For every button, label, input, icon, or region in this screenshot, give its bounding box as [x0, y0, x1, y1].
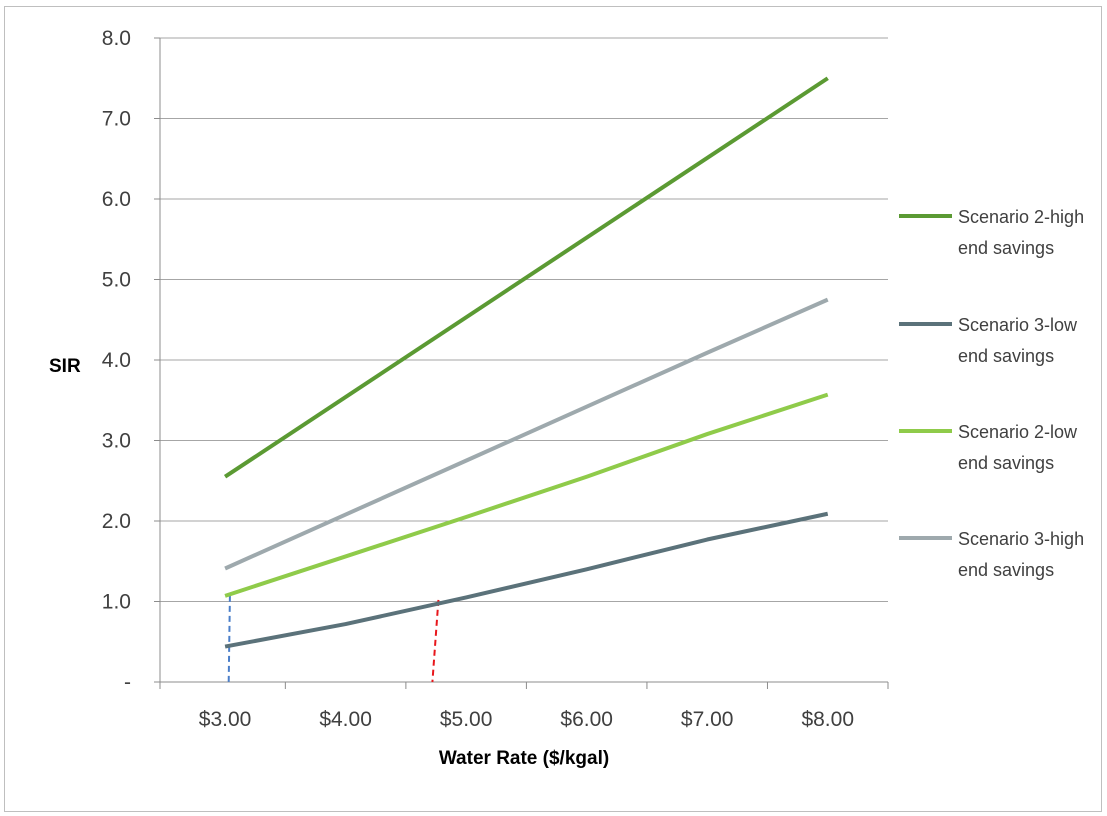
y-axis-title: SIR — [49, 356, 81, 377]
series-line — [223, 76, 829, 479]
x-tick-label: $5.00 — [440, 708, 493, 731]
chart-frame — [4, 6, 1102, 812]
legend-label: Scenario 3-high — [958, 529, 1084, 549]
y-tick-label: 5.0 — [102, 269, 131, 292]
y-tick-label: 7.0 — [102, 108, 131, 131]
y-tick-label: 1.0 — [102, 591, 131, 614]
y-tick-label: 4.0 — [102, 349, 131, 372]
reference-line — [431, 599, 440, 683]
x-tick-label: $3.00 — [199, 708, 252, 731]
legend-label: Scenario 2-low — [958, 422, 1078, 442]
x-axis-title: Water Rate ($/kgal) — [439, 748, 609, 769]
axes — [154, 37, 889, 689]
y-tick-label: 2.0 — [102, 510, 131, 533]
y-tick-label: 6.0 — [102, 188, 131, 211]
y-tick-labels: - 1.0 2.0 3.0 4.0 5.0 6.0 7.0 8.0 — [102, 27, 131, 694]
legend-label: Scenario 3-low — [958, 315, 1078, 335]
reference-lines — [227, 595, 440, 683]
y-tick-label: - — [124, 671, 131, 694]
series-line — [224, 392, 829, 598]
x-tick-label: $7.00 — [681, 708, 734, 731]
x-tick-labels: $3.00 $4.00 $5.00 $6.00 $7.00 $8.00 — [199, 708, 854, 731]
series-lines — [223, 76, 829, 649]
y-tick-label: 3.0 — [102, 430, 131, 453]
legend-label: end savings — [958, 346, 1054, 366]
x-tick-label: $8.00 — [801, 708, 854, 731]
x-tick-label: $4.00 — [319, 708, 372, 731]
legend-label: end savings — [958, 560, 1054, 580]
y-tick-label: 8.0 — [102, 27, 131, 50]
legend-label: Scenario 2-high — [958, 207, 1084, 227]
legend-label: end savings — [958, 238, 1054, 258]
x-tick-label: $6.00 — [560, 708, 613, 731]
series-line — [224, 297, 829, 571]
series-line — [224, 511, 829, 649]
legend: Scenario 2-high end savings Scenario 3-low… — [899, 207, 1084, 580]
reference-line — [227, 595, 231, 683]
legend-label: end savings — [958, 453, 1054, 473]
